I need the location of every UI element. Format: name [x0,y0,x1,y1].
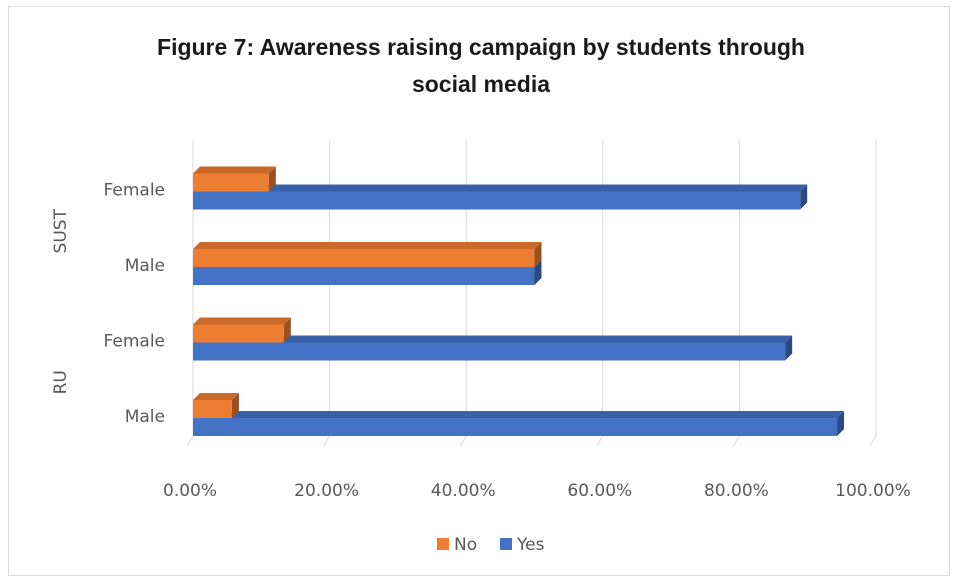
bar-yes-front [193,342,786,361]
gridline-floor [323,435,331,447]
bar-yes-side [800,184,808,210]
legend-label: Yes [516,535,545,555]
bar-no-top [193,393,239,400]
gridline-floor [869,435,877,447]
bar-yes [193,335,793,361]
bar-yes-top [193,184,808,192]
bar-no-top [193,242,542,249]
bar-no [193,242,542,267]
category-label: Female [104,332,165,352]
bar-no-side [283,317,291,343]
legend-swatch [437,538,449,550]
bar-no-front [193,173,269,192]
bar-yes-front [193,418,838,436]
group-label: RU [51,370,71,394]
x-tick-label: 100.00% [835,481,911,501]
chart-frame [8,6,950,576]
legend-label: No [454,535,477,555]
bar-no [193,317,291,343]
bar-no-front [193,249,535,267]
bar-yes-top [193,335,793,343]
bar-yes-front [193,267,535,285]
gridline-floor [186,435,194,447]
x-tick-label: 80.00% [704,481,769,501]
bar-yes-front [193,191,801,210]
bar-no-side [268,166,276,192]
gridline-floor [596,435,604,447]
gridline-floor [459,435,467,447]
x-tick-label: 0.00% [163,481,217,501]
category-label: Male [125,407,165,427]
bar-no [193,166,276,192]
bar-no-front [193,324,284,343]
x-tick-label: 40.00% [431,481,496,501]
bar-no-front [193,400,232,418]
bar-yes-top [193,411,845,418]
category-label: Male [125,256,165,276]
chart-title-line-2: social media [412,71,550,97]
bar-no-side [231,393,239,418]
bar-no [193,393,239,418]
bar-yes-side [534,260,542,285]
bar-yes [193,411,845,436]
gridline-floor [732,435,740,447]
bar-no-top [193,317,291,325]
x-tick-label: 20.00% [294,481,359,501]
bar-no-side [534,242,542,267]
legend-swatch [500,538,512,550]
bar-yes-side [837,411,845,436]
bar-yes-side [785,335,793,361]
category-label: Female [104,181,165,201]
bar-no-top [193,166,276,174]
x-tick-label: 60.00% [567,481,632,501]
group-label: SUST [51,208,71,253]
bar-yes [193,184,808,210]
chart-title-line-1: Figure 7: Awareness raising campaign by … [157,34,805,60]
